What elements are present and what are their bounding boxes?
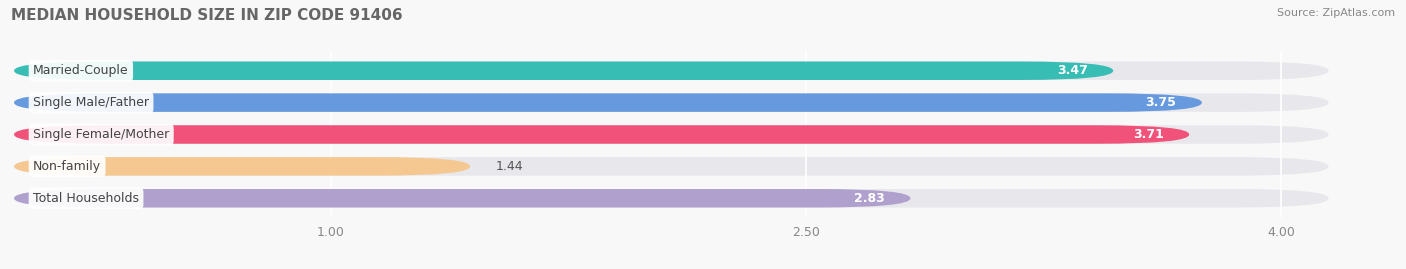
Text: Total Households: Total Households xyxy=(34,192,139,205)
Text: Single Male/Father: Single Male/Father xyxy=(34,96,149,109)
FancyBboxPatch shape xyxy=(14,157,1329,176)
FancyBboxPatch shape xyxy=(14,125,1329,144)
FancyBboxPatch shape xyxy=(14,93,1329,112)
Text: 3.47: 3.47 xyxy=(1057,64,1088,77)
Text: 1.44: 1.44 xyxy=(495,160,523,173)
Text: 3.75: 3.75 xyxy=(1146,96,1177,109)
Text: 3.71: 3.71 xyxy=(1133,128,1164,141)
FancyBboxPatch shape xyxy=(14,125,1189,144)
Text: Married-Couple: Married-Couple xyxy=(34,64,129,77)
FancyBboxPatch shape xyxy=(14,93,1202,112)
Text: MEDIAN HOUSEHOLD SIZE IN ZIP CODE 91406: MEDIAN HOUSEHOLD SIZE IN ZIP CODE 91406 xyxy=(11,8,404,23)
FancyBboxPatch shape xyxy=(14,157,470,176)
Text: Source: ZipAtlas.com: Source: ZipAtlas.com xyxy=(1277,8,1395,18)
FancyBboxPatch shape xyxy=(14,62,1329,80)
FancyBboxPatch shape xyxy=(14,62,1114,80)
Text: 2.83: 2.83 xyxy=(855,192,886,205)
Text: Non-family: Non-family xyxy=(34,160,101,173)
Text: Single Female/Mother: Single Female/Mother xyxy=(34,128,169,141)
FancyBboxPatch shape xyxy=(14,189,1329,207)
FancyBboxPatch shape xyxy=(14,189,911,207)
